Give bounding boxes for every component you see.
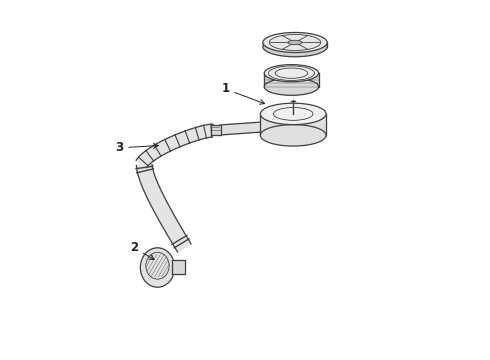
Polygon shape bbox=[136, 124, 213, 167]
Text: 2: 2 bbox=[130, 241, 154, 260]
Text: 3: 3 bbox=[115, 141, 158, 154]
Ellipse shape bbox=[260, 125, 326, 146]
Polygon shape bbox=[263, 42, 327, 47]
Polygon shape bbox=[172, 260, 185, 274]
Ellipse shape bbox=[263, 37, 327, 57]
Text: 1: 1 bbox=[221, 82, 265, 104]
Polygon shape bbox=[220, 122, 260, 135]
Ellipse shape bbox=[263, 32, 327, 53]
Polygon shape bbox=[136, 165, 191, 252]
Ellipse shape bbox=[288, 40, 302, 45]
Ellipse shape bbox=[264, 78, 318, 95]
Polygon shape bbox=[264, 73, 318, 87]
Ellipse shape bbox=[260, 103, 326, 125]
Polygon shape bbox=[211, 125, 220, 135]
Ellipse shape bbox=[140, 248, 174, 287]
Polygon shape bbox=[260, 114, 326, 135]
Ellipse shape bbox=[264, 64, 318, 82]
